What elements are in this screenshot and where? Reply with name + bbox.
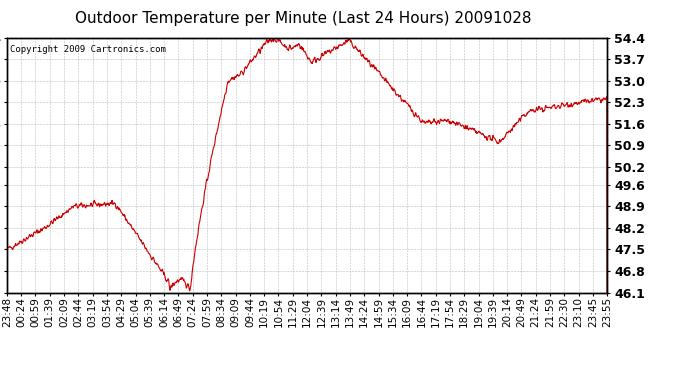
Text: Outdoor Temperature per Minute (Last 24 Hours) 20091028: Outdoor Temperature per Minute (Last 24 …: [75, 11, 532, 26]
Text: Copyright 2009 Cartronics.com: Copyright 2009 Cartronics.com: [10, 45, 166, 54]
